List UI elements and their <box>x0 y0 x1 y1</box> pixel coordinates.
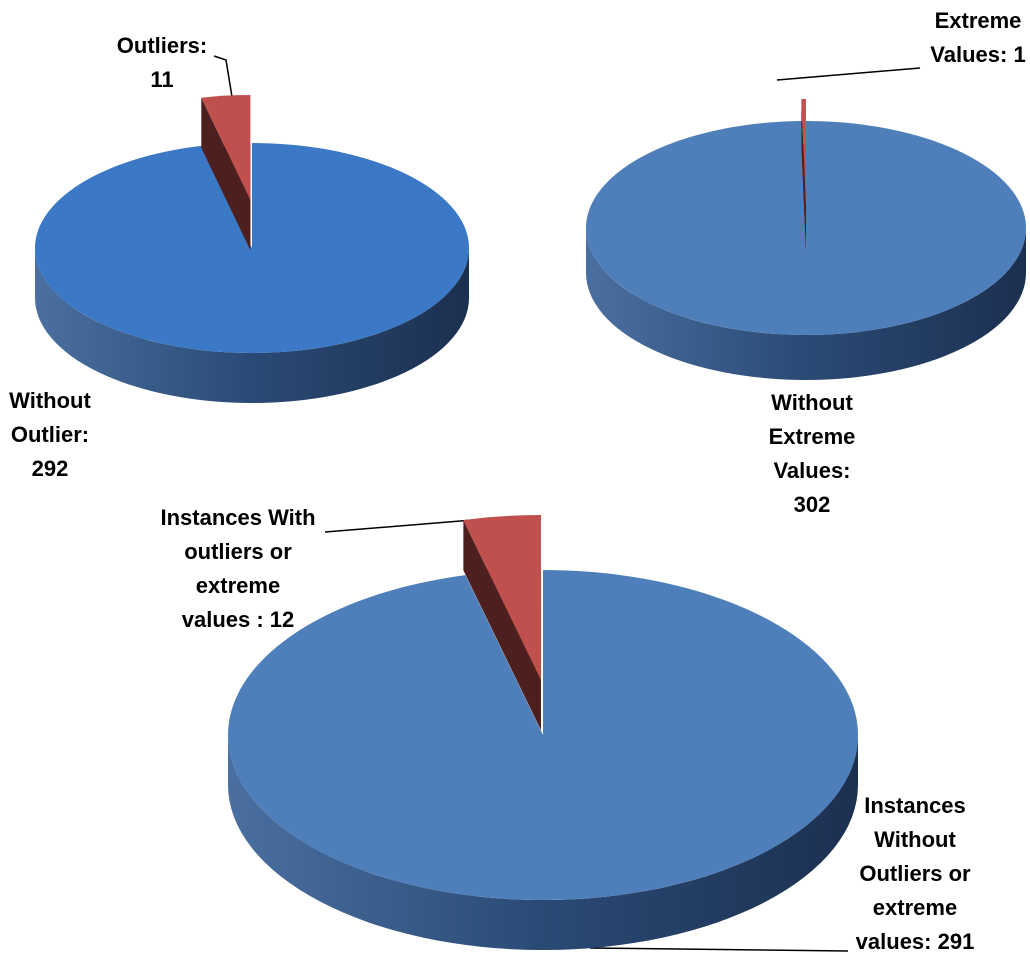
pie-slice <box>34 143 469 353</box>
pie-slice <box>201 95 251 200</box>
data-label: Outliers: 11 <box>117 33 207 92</box>
pie-side <box>228 735 858 950</box>
data-label: Instances With outliers or extreme values :… <box>160 505 315 632</box>
leader-line <box>776 67 921 81</box>
pie-slice-face <box>463 520 541 730</box>
pie-slice <box>801 99 806 206</box>
data-label: Extreme Values: 1 <box>930 8 1025 67</box>
data-label: Without Outlier: 292 <box>9 388 91 481</box>
leader-lines <box>213 55 921 952</box>
pie-slice-face <box>201 97 251 250</box>
pie-slice-face <box>801 99 806 251</box>
pie-slice <box>463 515 541 680</box>
pie-slice <box>228 570 859 900</box>
data-label: Instances Without Outliers or extreme values… <box>856 793 975 954</box>
pie-side <box>35 248 469 403</box>
leader-line <box>213 55 234 104</box>
pie-slice <box>585 121 1026 335</box>
pie-side <box>586 228 1026 380</box>
leader-line <box>589 947 849 952</box>
data-label: Without Extreme Values: 302 <box>769 390 856 517</box>
